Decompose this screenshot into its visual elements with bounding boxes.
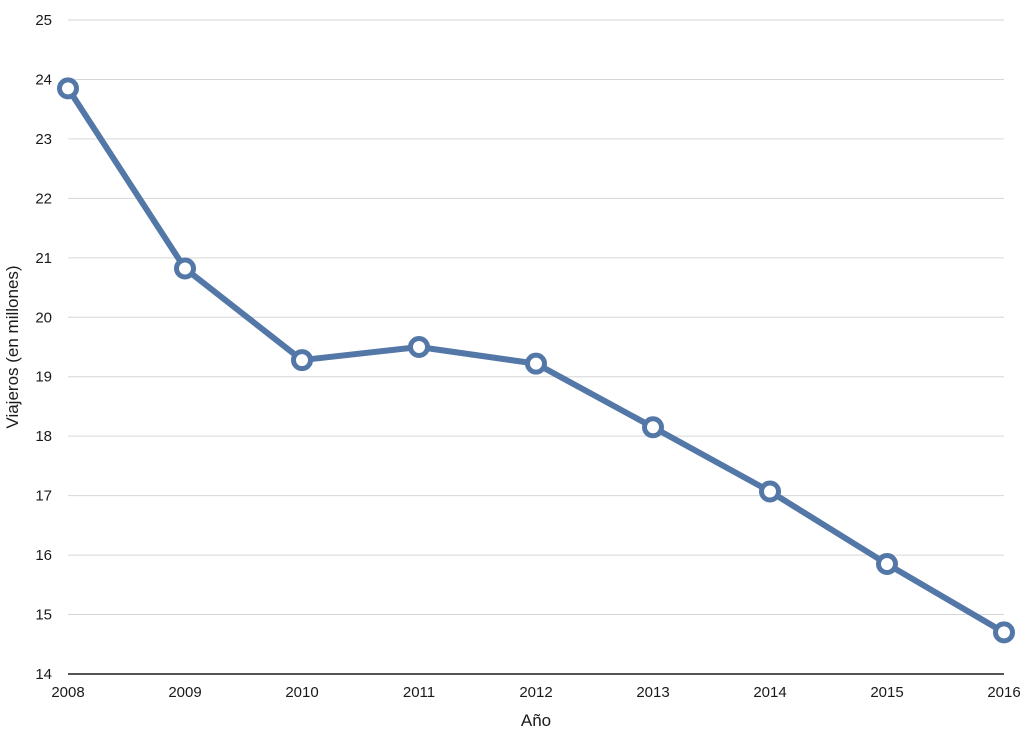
y-tick-label: 20 <box>35 309 52 326</box>
y-axis-tick-labels: 14 15 16 17 18 19 20 21 22 23 24 25 <box>35 12 52 683</box>
series-group <box>57 77 1015 644</box>
y-tick-label: 18 <box>35 428 52 445</box>
y-axis-title: Viajeros (en millones) <box>3 265 22 428</box>
y-tick-label: 14 <box>35 666 52 683</box>
y-tick-label: 16 <box>35 547 52 564</box>
data-point <box>759 480 781 503</box>
x-tick-label: 2012 <box>519 684 552 701</box>
data-point <box>291 349 313 372</box>
data-point <box>876 553 898 576</box>
x-tick-label: 2009 <box>168 684 201 701</box>
gridlines <box>68 19 1004 616</box>
data-point <box>642 416 664 439</box>
y-tick-label: 25 <box>35 12 52 29</box>
data-point <box>174 257 196 280</box>
data-point <box>525 352 547 375</box>
y-tick-label: 15 <box>35 607 52 624</box>
y-tick-label: 21 <box>35 250 52 267</box>
y-tick-label: 17 <box>35 488 52 505</box>
x-axis-tick-labels: 2008 2009 2010 2011 2012 2013 2014 2015 2016 <box>51 684 1020 701</box>
x-tick-label: 2008 <box>51 684 84 701</box>
data-point <box>993 621 1015 644</box>
x-tick-label: 2011 <box>403 684 435 701</box>
x-tick-label: 2015 <box>870 684 903 701</box>
x-tick-label: 2010 <box>285 684 318 701</box>
y-tick-label: 19 <box>35 369 52 386</box>
data-point <box>408 336 430 358</box>
y-tick-label: 24 <box>35 71 52 88</box>
y-tick-label: 23 <box>35 131 52 148</box>
x-tick-label: 2014 <box>753 684 786 701</box>
y-tick-label: 22 <box>35 190 52 207</box>
x-axis-title: Año <box>521 711 551 730</box>
data-point <box>57 77 79 100</box>
x-tick-label: 2016 <box>987 684 1020 701</box>
x-tick-label: 2013 <box>636 684 669 701</box>
